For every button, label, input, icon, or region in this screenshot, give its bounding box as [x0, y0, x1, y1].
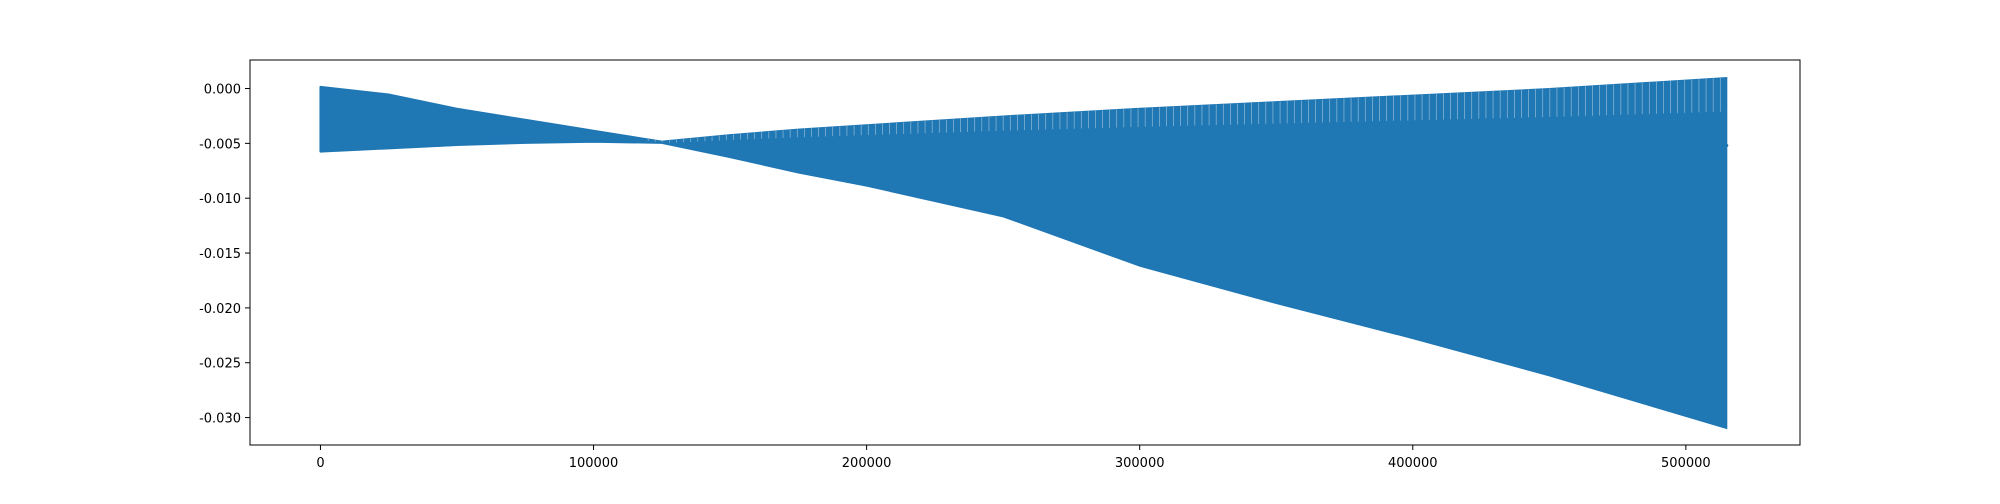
- x-tick-label: 0: [316, 456, 324, 471]
- y-tick-label: -0.020: [199, 302, 241, 317]
- data-layer: [319, 77, 1729, 430]
- y-tick-label: -0.005: [199, 137, 241, 152]
- x-tick-label: 200000: [842, 456, 892, 471]
- y-tick-label: -0.015: [199, 247, 241, 262]
- x-tick-label: 300000: [1115, 456, 1165, 471]
- series-0-oscillation-texture: [647, 77, 1721, 143]
- series-0-oscillation-band: [319, 77, 1728, 430]
- y-tick-label: -0.025: [199, 357, 241, 372]
- series-0-end-point: [1725, 144, 1729, 148]
- y-tick-label: 0.000: [204, 83, 241, 98]
- x-axis: 0 100000 200000 300000 400000 500000: [316, 445, 1711, 471]
- plot-area-frame: [249, 59, 1801, 446]
- x-tick-label: 400000: [1388, 456, 1438, 471]
- y-axis: 0.000 -0.005 -0.010 -0.015 -0.020 -0.025 -0.03…: [199, 83, 250, 427]
- x-tick-label: 500000: [1661, 456, 1711, 471]
- y-tick-label: -0.030: [199, 412, 241, 427]
- y-tick-label: -0.010: [199, 192, 241, 207]
- x-tick-label: 100000: [569, 456, 619, 471]
